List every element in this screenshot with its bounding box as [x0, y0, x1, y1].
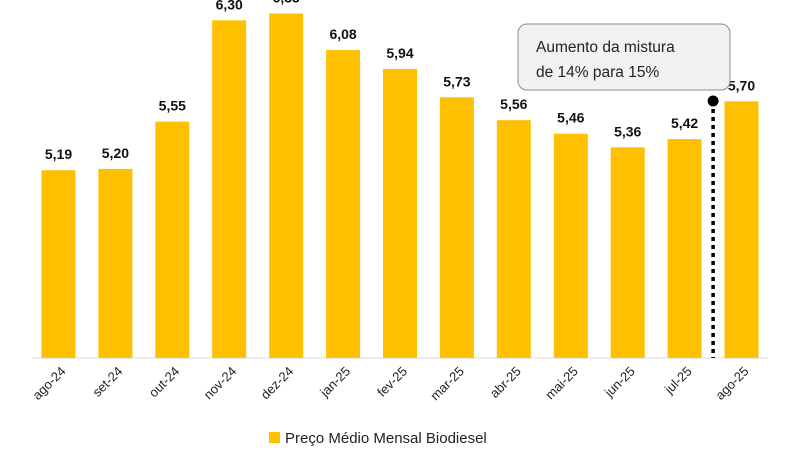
bar-ago-25: [724, 101, 759, 359]
bars-group: [41, 13, 759, 359]
data-label-abr-25: 5,56: [500, 96, 527, 112]
data-label-jul-25: 5,42: [671, 115, 698, 131]
data-label-jan-25: 6,08: [329, 26, 356, 42]
legend: Preço Médio Mensal Biodiesel: [269, 430, 487, 447]
annotation-dot: [707, 95, 719, 107]
data-label-dez-24: 6,35: [273, 0, 300, 6]
x-tick-labels-group: ago-24 set-24 out-24 nov-24 dez-24 jan-25 fev-…: [29, 364, 751, 404]
data-label-nov-24: 6,30: [216, 0, 243, 12]
x-tick-set-24: set-24: [89, 364, 125, 400]
bar-dez-24: [269, 13, 304, 358]
data-label-fev-25: 5,94: [386, 45, 413, 61]
bar-nov-24: [212, 20, 247, 359]
bar-out-24: [155, 121, 190, 358]
data-label-mar-25: 5,73: [443, 73, 470, 89]
annotation-line-1: Aumento da mistura: [536, 39, 675, 56]
bar-jul-25: [667, 139, 702, 358]
x-tick-fev-25: fev-25: [374, 364, 410, 400]
bar-jun-25: [610, 147, 645, 358]
data-label-jun-25: 5,36: [614, 123, 641, 139]
bar-mar-25: [439, 97, 474, 359]
x-tick-mar-25: mar-25: [427, 364, 467, 404]
x-tick-jul-25: jul-25: [661, 364, 695, 398]
x-tick-ago-25: ago-25: [712, 364, 751, 403]
bar-ago-24: [41, 170, 76, 358]
x-tick-nov-24: nov-24: [201, 364, 240, 403]
x-tick-mai-25: mai-25: [542, 364, 581, 403]
bar-jan-25: [326, 50, 361, 358]
annotation-callout-box: [517, 23, 731, 91]
bar-labels-group: 5,19 5,20 5,55 6,30 6,35 6,08 5,94 5,73 5,56 5,46…: [45, 0, 755, 162]
legend-label: Preço Médio Mensal Biodiesel: [285, 430, 487, 447]
x-tick-jan-25: jan-25: [316, 364, 353, 401]
data-label-ago-25: 5,70: [728, 77, 755, 93]
x-tick-abr-25: abr-25: [487, 364, 524, 401]
x-tick-jun-25: jun-25: [601, 364, 638, 401]
bar-set-24: [98, 168, 133, 358]
x-tick-ago-24: ago-24: [29, 364, 68, 403]
bar-mai-25: [553, 133, 588, 358]
data-label-ago-24: 5,19: [45, 146, 72, 162]
bar-fev-25: [383, 68, 417, 359]
x-tick-out-24: out-24: [146, 364, 183, 401]
annotation: Aumento da mistura de 14% para 15%: [517, 23, 731, 358]
x-tick-dez-24: dez-24: [258, 364, 297, 403]
data-label-out-24: 5,55: [159, 98, 186, 114]
legend-swatch: [269, 432, 280, 443]
bar-abr-25: [496, 120, 531, 358]
annotation-line-2: de 14% para 15%: [536, 64, 659, 81]
data-label-set-24: 5,20: [102, 145, 129, 161]
data-label-mai-25: 5,46: [557, 110, 584, 126]
